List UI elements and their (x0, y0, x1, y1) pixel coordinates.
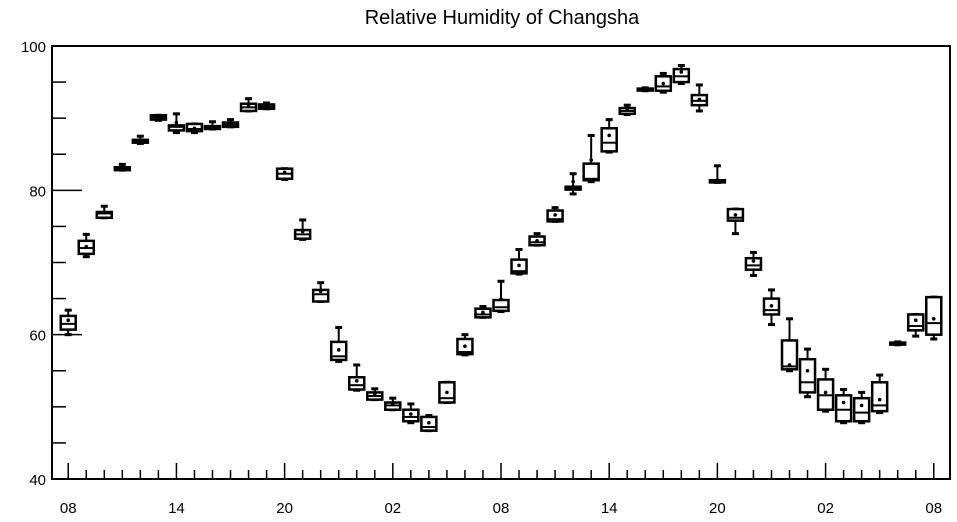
x-tick-label: 02 (384, 500, 401, 517)
mean-point (607, 133, 611, 138)
mean-point (877, 397, 882, 402)
mean-point (553, 213, 557, 217)
mean-point (391, 402, 395, 406)
mean-point (733, 213, 738, 217)
mean-point (318, 289, 323, 294)
mean-point (336, 348, 341, 352)
mean-point (463, 344, 467, 349)
mean-point (228, 122, 233, 126)
y-tick-label: 60 (29, 328, 46, 345)
mean-point (427, 420, 431, 425)
mean-point (210, 125, 215, 129)
mean-point (282, 170, 287, 175)
box (492, 298, 510, 313)
y-tick-label: 80 (29, 183, 46, 200)
plot-frame (51, 45, 951, 480)
plot-area: 40 60 80 100 08 14 20 02 08 14 20 02 08 (21, 39, 951, 517)
x-tick-label: 08 (493, 500, 510, 517)
mean-point (841, 400, 846, 405)
y-tick-label: 100 (21, 39, 46, 56)
mean-point (300, 229, 305, 234)
box (582, 162, 600, 182)
mean-point (643, 87, 648, 92)
mean-point (859, 403, 864, 408)
chart-title: Relative Humidity of Changsha (365, 7, 640, 29)
mean-point (192, 126, 197, 131)
mean-point (913, 318, 918, 323)
box (870, 381, 889, 413)
mean-point (535, 239, 539, 243)
mean-point (499, 297, 503, 302)
mean-point (138, 138, 143, 143)
box (852, 396, 871, 423)
mean-point (625, 107, 630, 112)
mean-point (102, 210, 107, 215)
mean-point (481, 310, 485, 315)
y-tick-label: 40 (29, 472, 46, 489)
mean-point (589, 158, 593, 162)
mean-point (120, 166, 125, 171)
mean-point (715, 178, 720, 183)
mean-point (84, 244, 89, 249)
x-tick-label: 08 (925, 500, 942, 517)
mean-point (895, 341, 900, 346)
mean-point (372, 392, 377, 396)
box (798, 357, 817, 394)
mean-point (246, 103, 251, 107)
box (925, 295, 943, 336)
mean-point (66, 318, 71, 323)
mean-point (264, 104, 269, 108)
mean-point (679, 70, 684, 74)
mean-point (409, 412, 413, 416)
x-tick-label: 14 (168, 500, 185, 517)
mean-point (445, 390, 449, 395)
mean-point (751, 259, 756, 263)
x-tick-label: 14 (601, 500, 618, 517)
box (347, 375, 366, 391)
x-tick-label: 20 (276, 500, 293, 517)
mean-point (517, 263, 521, 268)
x-tick-label: 08 (60, 500, 77, 517)
mean-point (787, 363, 792, 367)
mean-point (805, 368, 810, 373)
mean-point (354, 379, 359, 383)
box (600, 127, 618, 153)
box (834, 394, 853, 423)
mean-point (823, 390, 828, 395)
box (59, 314, 77, 331)
mean-point (571, 179, 575, 184)
mean-point (769, 304, 774, 308)
box (906, 313, 925, 332)
mean-point (697, 97, 702, 102)
box (744, 256, 763, 271)
box (780, 339, 799, 371)
mean-point (931, 316, 936, 321)
mean-point (174, 120, 179, 125)
mean-point (156, 115, 161, 120)
box (167, 124, 186, 132)
x-tick-label: 02 (817, 500, 834, 517)
mean-point (661, 81, 666, 86)
x-tick-label: 20 (709, 500, 726, 517)
